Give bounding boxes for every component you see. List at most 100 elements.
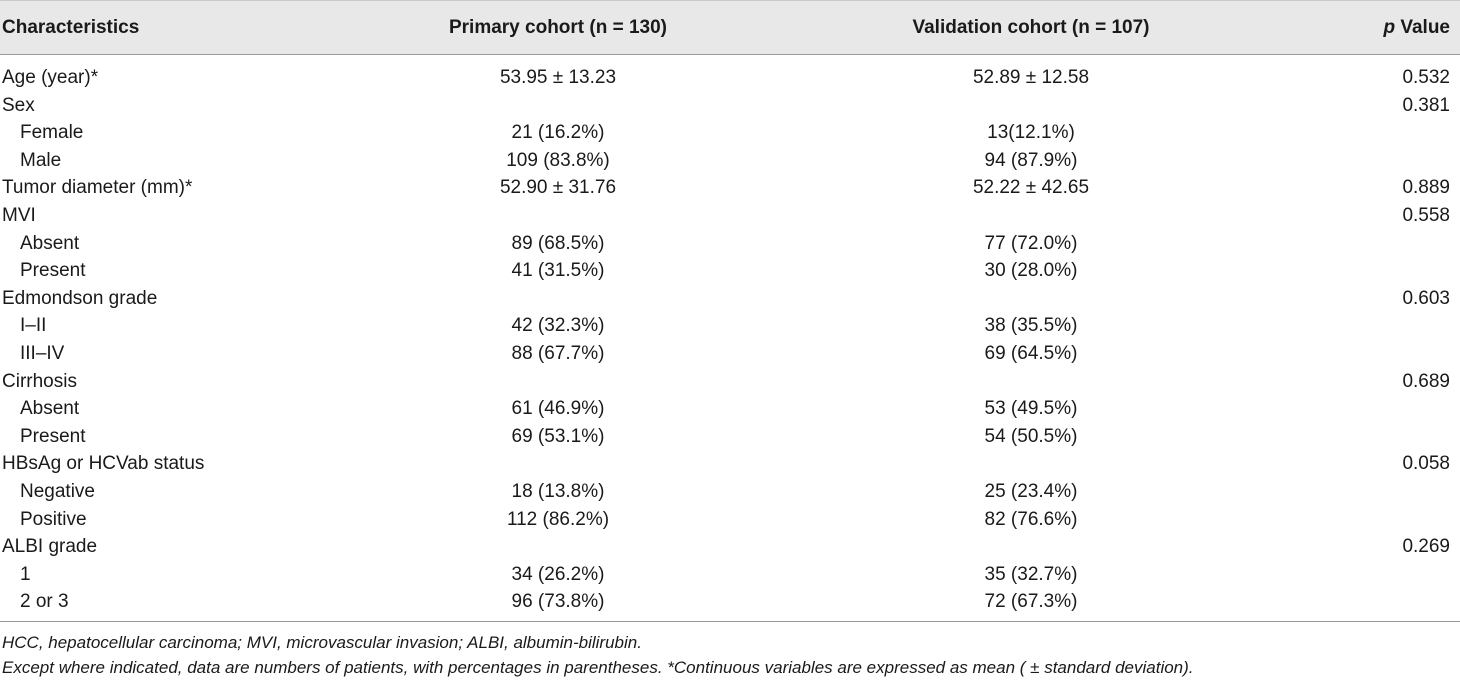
validation-cohort-value: 13(12.1%) (987, 122, 1075, 144)
p-value: 0.269 (1402, 536, 1450, 558)
p-value: 0.532 (1402, 67, 1450, 88)
primary-cohort-value: 42 (32.3%) (511, 315, 605, 337)
validation-cohort-value: 54 (50.5%) (984, 425, 1078, 447)
header-primary-cohort: Primary cohort (n = 130) (448, 17, 668, 38)
validation-cohort-value: 52.89 ± 12.58 (972, 67, 1090, 88)
characteristics-table: Characteristics Primary cohort (n = 130)… (0, 0, 1460, 616)
primary-cohort-value: 89 (68.5%) (511, 232, 605, 254)
table-row: Age (year)* 53.95 ± 13.23 52.89 ± 12.58 0.5… (0, 64, 1460, 92)
validation-cohort-value: 94 (87.9%) (984, 149, 1078, 171)
table-row: 2 or 3 96 (73.8%) 72 (67.3%) (0, 588, 1460, 616)
p-value: 0.603 (1402, 287, 1450, 309)
header-p-letter: p (1383, 17, 1396, 38)
row-label: Sex (2, 94, 35, 116)
primary-cohort-value: 69 (53.1%) (511, 425, 605, 447)
row-label: I–II (20, 315, 47, 337)
footnote-data-note: Except where indicated, data are numbers… (2, 658, 1194, 677)
validation-cohort-value (850, 285, 1212, 313)
row-label: Age (year)* (2, 67, 99, 88)
validation-cohort-value: 72 (67.3%) (984, 591, 1078, 613)
p-value: 0.058 (1402, 453, 1450, 475)
validation-cohort-value: 38 (35.5%) (984, 315, 1078, 337)
validation-cohort-value (850, 202, 1212, 230)
p-value: 0.558 (1402, 204, 1450, 226)
primary-cohort-value: 41 (31.5%) (511, 260, 605, 282)
row-label: Absent (20, 398, 80, 420)
row-label: Negative (20, 480, 95, 502)
table-row: ALBI grade 0.269 (0, 533, 1460, 561)
primary-cohort-value: 18 (13.8%) (511, 480, 605, 502)
primary-cohort-value (372, 450, 744, 478)
table-row: Tumor diameter (mm)* 52.90 ± 31.76 52.22 ±… (0, 174, 1460, 202)
table-header: Characteristics Primary cohort (n = 130)… (0, 0, 1460, 55)
row-label: Present (20, 260, 86, 282)
table-bottom-rule (0, 621, 1460, 622)
row-label: Female (20, 122, 84, 144)
validation-cohort-value: 25 (23.4%) (984, 480, 1078, 502)
primary-cohort-value: 61 (46.9%) (511, 398, 605, 420)
p-value: 0.381 (1402, 94, 1450, 116)
primary-cohort-value: 96 (73.8%) (511, 591, 605, 613)
row-label: Edmondson grade (2, 287, 158, 309)
row-label: HBsAg or HCVab status (2, 453, 205, 475)
row-label: ALBI grade (2, 536, 98, 558)
table-row: III–IV 88 (67.7%) 69 (64.5%) (0, 340, 1460, 368)
table-row: HBsAg or HCVab status 0.058 (0, 450, 1460, 478)
validation-cohort-value (850, 450, 1212, 478)
validation-cohort-value (850, 533, 1212, 561)
validation-cohort-value (850, 368, 1212, 396)
row-label: Cirrhosis (2, 370, 77, 392)
primary-cohort-value: 52.90 ± 31.76 (499, 177, 617, 199)
header-value-word: Value (1395, 17, 1450, 38)
row-label: Present (20, 425, 86, 447)
table-row: Present 69 (53.1%) 54 (50.5%) (0, 423, 1460, 451)
primary-cohort-value: 109 (83.8%) (506, 149, 610, 171)
table-row: Sex 0.381 (0, 92, 1460, 120)
table-row: Absent 61 (46.9%) 53 (49.5%) (0, 395, 1460, 423)
row-label: Male (20, 149, 62, 171)
table-body: Age (year)* 53.95 ± 13.23 52.89 ± 12.58 0.5… (0, 55, 1460, 616)
table-row: Positive 112 (86.2%) 82 (76.6%) (0, 506, 1460, 534)
table-row: I–II 42 (32.3%) 38 (35.5%) (0, 312, 1460, 340)
primary-cohort-value: 112 (86.2%) (506, 508, 610, 530)
primary-cohort-value: 88 (67.7%) (511, 342, 605, 364)
p-value: 0.889 (1402, 177, 1450, 199)
row-label: Tumor diameter (mm)* (2, 177, 193, 199)
validation-cohort-value: 52.22 ± 42.65 (972, 177, 1090, 199)
primary-cohort-value (372, 92, 744, 120)
table-row: Edmondson grade 0.603 (0, 285, 1460, 313)
validation-cohort-value: 35 (32.7%) (984, 563, 1078, 585)
p-value: 0.689 (1402, 370, 1450, 392)
table-row: Male 109 (83.8%) 94 (87.9%) (0, 147, 1460, 175)
row-label: Positive (20, 508, 87, 530)
table-row: Present 41 (31.5%) 30 (28.0%) (0, 257, 1460, 285)
footnote-abbreviations: HCC, hepatocellular carcinoma; MVI, micr… (2, 633, 642, 652)
validation-cohort-value: 53 (49.5%) (984, 398, 1078, 420)
table-row: Negative 18 (13.8%) 25 (23.4%) (0, 478, 1460, 506)
primary-cohort-value: 53.95 ± 13.23 (499, 67, 617, 88)
validation-cohort-value: 77 (72.0%) (984, 232, 1078, 254)
primary-cohort-value (372, 533, 744, 561)
primary-cohort-value (372, 368, 744, 396)
table-row: MVI 0.558 (0, 202, 1460, 230)
primary-cohort-value: 21 (16.2%) (511, 122, 605, 144)
row-label: III–IV (20, 342, 65, 364)
header-validation-cohort: Validation cohort (n = 107) (912, 17, 1150, 38)
table-row: Cirrhosis 0.689 (0, 368, 1460, 396)
validation-cohort-value: 82 (76.6%) (984, 508, 1078, 530)
validation-cohort-value: 69 (64.5%) (984, 342, 1078, 364)
table-row: Female 21 (16.2%) 13(12.1%) (0, 119, 1460, 147)
validation-cohort-value: 30 (28.0%) (984, 260, 1078, 282)
primary-cohort-value (372, 285, 744, 313)
table-footnotes: HCC, hepatocellular carcinoma; MVI, micr… (2, 630, 1194, 680)
row-label: 1 (20, 563, 31, 585)
header-characteristics: Characteristics (2, 17, 140, 38)
table-row: Absent 89 (68.5%) 77 (72.0%) (0, 230, 1460, 258)
table-row: 1 34 (26.2%) 35 (32.7%) (0, 561, 1460, 589)
row-label: MVI (2, 204, 36, 226)
primary-cohort-value (372, 202, 744, 230)
row-label: 2 or 3 (20, 591, 69, 613)
row-label: Absent (20, 232, 80, 254)
validation-cohort-value (850, 92, 1212, 120)
primary-cohort-value: 34 (26.2%) (511, 563, 605, 585)
